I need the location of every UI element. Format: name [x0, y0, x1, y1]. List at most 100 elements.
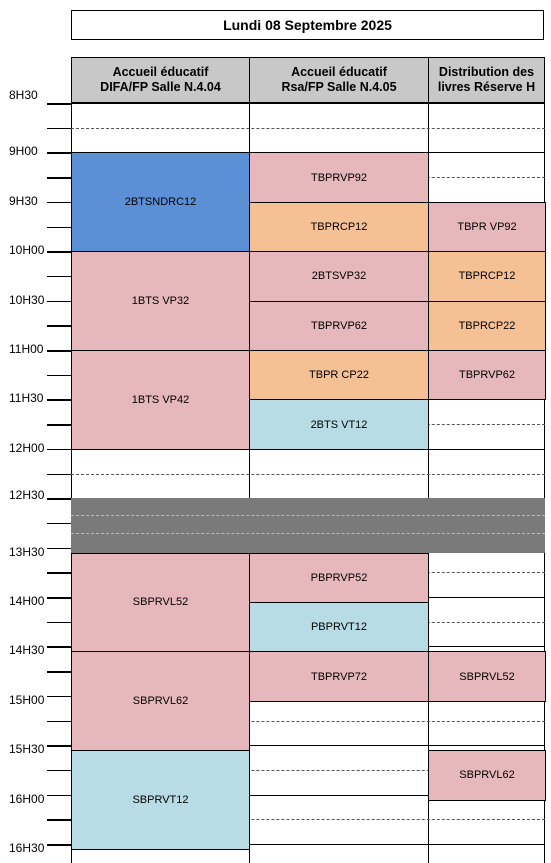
- schedule-block[interactable]: TBPRVP62: [249, 300, 429, 351]
- time-tick: [47, 646, 71, 648]
- time-tick: [47, 769, 71, 772]
- time-label: 8H30: [9, 87, 38, 102]
- time-tick: [47, 572, 71, 574]
- schedule-block-label: 1BTS VP32: [131, 295, 190, 308]
- time-tick: [47, 350, 71, 352]
- schedule-date-header: Lundi 08 Septembre 2025: [71, 10, 544, 40]
- schedule-block[interactable]: TBPRVP72: [249, 651, 429, 702]
- column-header-line1: Accueil éducatif: [112, 65, 209, 79]
- time-tick: [47, 325, 71, 327]
- time-label: 10H30: [9, 292, 45, 307]
- schedule-block[interactable]: 2BTS VT12: [249, 399, 429, 450]
- schedule-block-label: PBPRVT12: [310, 621, 368, 634]
- column-divider: [428, 57, 429, 863]
- column-header-accueil-difa: Accueil éducatif DIFA/FP Salle N.4.04: [71, 57, 250, 103]
- column-header-line1: Distribution des: [438, 65, 535, 79]
- schedule-block[interactable]: SBPRVL52: [71, 552, 250, 653]
- schedule-block-label: TBPRVP62: [310, 319, 368, 332]
- schedule-block[interactable]: 2BTSNDRC12: [71, 152, 250, 253]
- time-label: 14H30: [9, 643, 45, 658]
- grid-row-dashed-line: [71, 720, 545, 722]
- schedule-block[interactable]: PBPRVP52: [249, 552, 429, 603]
- schedule-block[interactable]: TBPRCP12: [249, 201, 429, 253]
- time-tick: [47, 473, 71, 475]
- time-tick: [47, 671, 71, 673]
- time-tick: [47, 424, 71, 426]
- schedule-block[interactable]: PBPRVT12: [249, 601, 429, 653]
- schedule-block[interactable]: TBPR CP22: [249, 350, 429, 401]
- time-tick: [47, 597, 71, 599]
- time-label: 12H30: [9, 487, 45, 502]
- time-label: 16H00: [9, 791, 45, 806]
- schedule-block-label: SBPRVT12: [132, 794, 189, 807]
- time-label: 11H30: [9, 391, 44, 406]
- time-label: 9H00: [9, 144, 38, 159]
- schedule-block-label: TBPRVP92: [310, 171, 368, 184]
- column-header-line1: Accueil éducatif: [291, 65, 387, 79]
- column-header-accueil-rsa: Accueil éducatif Rsa/FP Salle N.4.05: [249, 57, 429, 103]
- time-label: 15H30: [9, 742, 45, 757]
- grid-row-dashed-line: [71, 819, 545, 821]
- time-tick: [47, 399, 71, 401]
- time-tick: [47, 201, 71, 204]
- schedule-block-label: TBPR CP22: [309, 369, 369, 382]
- schedule-block[interactable]: 1BTS VP42: [71, 350, 250, 450]
- time-tick: [47, 621, 71, 624]
- schedule-block[interactable]: TBPRVP62: [428, 350, 546, 401]
- time-tick: [47, 374, 71, 377]
- schedule-block-label: SBPRVL62: [459, 769, 515, 782]
- schedule-block[interactable]: SBPRVL62: [71, 651, 250, 752]
- schedule-block[interactable]: TBPRVP92: [249, 152, 429, 203]
- schedule-block-label: 2BTSNDRC12: [124, 196, 197, 209]
- column-header-line2: DIFA/FP Salle N.4.04: [100, 80, 221, 94]
- time-tick: [47, 819, 71, 821]
- lunch-divider: [71, 532, 545, 534]
- time-label: 13H30: [9, 544, 45, 559]
- schedule-block-label: TBPRCP12: [458, 270, 516, 283]
- schedule-block[interactable]: SBPRVL62: [428, 750, 546, 801]
- grid-row-line: [71, 794, 545, 796]
- column-divider: [71, 57, 72, 863]
- schedule-block-label: TBPR VP92: [457, 220, 517, 233]
- lunch-break-band: [71, 498, 545, 553]
- time-tick: [47, 448, 71, 451]
- grid-row-dashed-line: [71, 127, 545, 129]
- schedule-block[interactable]: TBPR VP92: [428, 201, 546, 253]
- column-header-distribution-livres: Distribution des livres Réserve H: [428, 57, 545, 103]
- schedule-block[interactable]: TBPRCP12: [428, 251, 546, 302]
- schedule-block-label: TBPRVP62: [458, 369, 516, 382]
- time-label: 10H00: [9, 243, 45, 258]
- time-tick: [47, 720, 71, 722]
- time-tick: [47, 177, 71, 179]
- schedule-block[interactable]: 2BTSVP32: [249, 251, 429, 302]
- time-label: 15H00: [9, 692, 45, 707]
- column-header-line2: livres Réserve H: [437, 80, 536, 94]
- time-tick: [47, 275, 71, 278]
- schedule-block[interactable]: SBPRVT12: [71, 750, 250, 850]
- time-tick: [47, 152, 71, 154]
- time-tick: [47, 103, 71, 105]
- time-tick: [47, 127, 71, 130]
- column-divider: [249, 57, 250, 863]
- schedule-block[interactable]: SBPRVL52: [428, 651, 546, 702]
- time-tick: [47, 695, 71, 698]
- column-header-line2: Rsa/FP Salle N.4.05: [281, 80, 397, 94]
- lunch-divider: [71, 515, 545, 517]
- time-tick: [47, 300, 71, 303]
- schedule-block[interactable]: 1BTS VP32: [71, 251, 250, 351]
- time-label: 11H00: [9, 342, 44, 356]
- column-divider: [544, 57, 545, 863]
- schedule-block-label: 2BTS VT12: [310, 418, 368, 431]
- time-tick: [47, 547, 71, 550]
- grid-row-line: [71, 844, 545, 845]
- schedule-block-label: 2BTSVP32: [311, 270, 367, 283]
- grid-row-dashed-line: [71, 769, 545, 771]
- schedule-block-label: TBPRVP72: [310, 670, 368, 683]
- grid-row-line: [71, 103, 545, 104]
- time-tick: [47, 226, 71, 228]
- time-label: 9H30: [9, 193, 38, 208]
- schedule-block[interactable]: TBPRCP22: [428, 300, 546, 351]
- schedule-block-label: SBPRVL52: [132, 596, 189, 609]
- schedule-block-label: TBPRCP22: [458, 319, 516, 332]
- schedule-block-label: PBPRVP52: [310, 571, 368, 584]
